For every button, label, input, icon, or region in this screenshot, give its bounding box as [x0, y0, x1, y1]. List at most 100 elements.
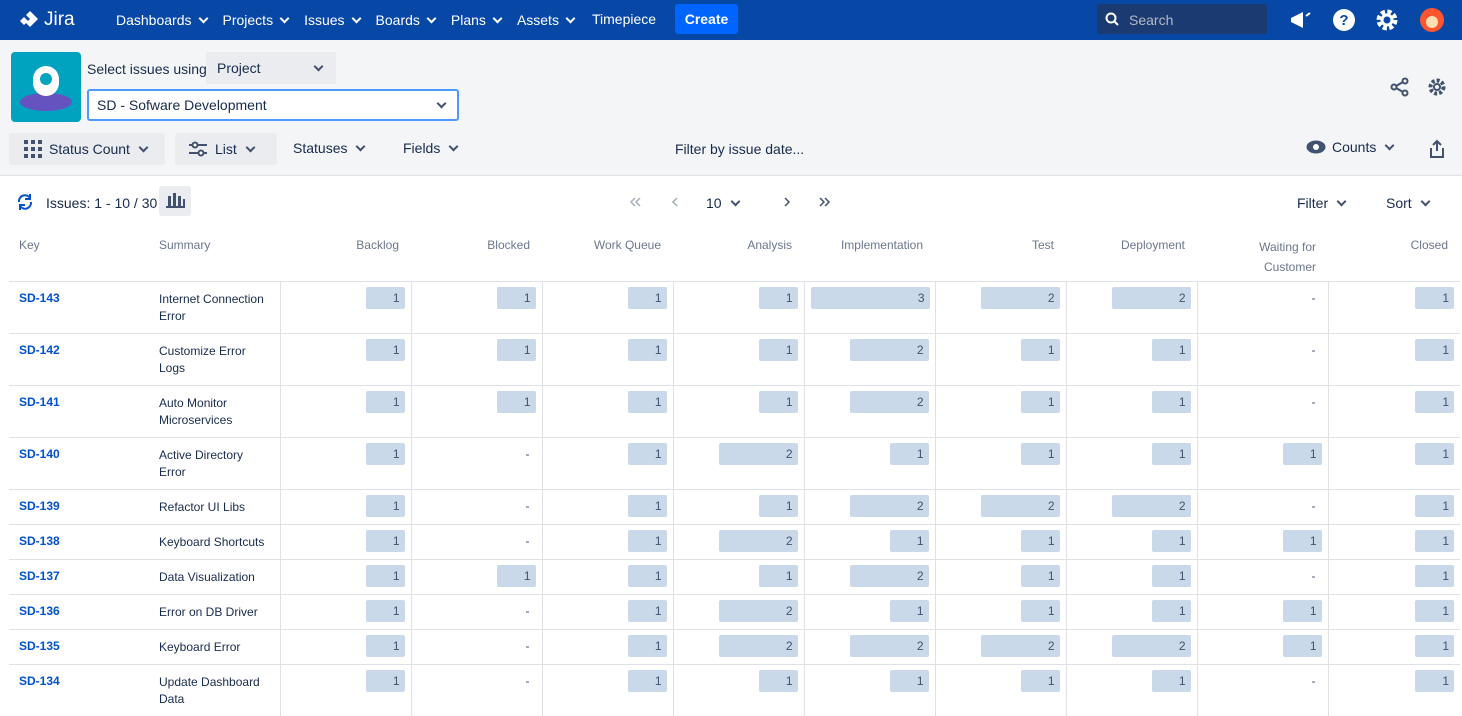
- count-label: 1: [1442, 568, 1449, 583]
- count-label: 3: [917, 290, 925, 305]
- issue-row: SD-142 Customize Error Logs 1 1 1 1 2 1 1 - 1: [9, 332, 1460, 385]
- count-label: 1: [1309, 603, 1317, 618]
- issue-key[interactable]: SD-138: [19, 533, 60, 548]
- date-filter[interactable]: Filter by issue date...: [675, 141, 805, 157]
- count-bar: 1: [365, 564, 405, 587]
- count-cell: -: [1196, 558, 1328, 594]
- issue-key[interactable]: SD-135: [19, 638, 60, 653]
- issue-key[interactable]: SD-137: [19, 568, 60, 583]
- count-cell: 1: [672, 663, 804, 716]
- empty-count: -: [525, 673, 530, 688]
- count-cell: 1: [803, 593, 935, 629]
- count-bar: 1: [365, 442, 405, 465]
- count-bar: 1: [496, 390, 536, 413]
- count-label: 1: [1442, 342, 1449, 357]
- menu-item[interactable]: Timepiece: [592, 11, 657, 27]
- count-label: 1: [1178, 446, 1186, 461]
- chart-toggle[interactable]: [159, 186, 191, 216]
- count-label: 1: [654, 673, 662, 688]
- summary-cell: Internet Connection Error: [149, 280, 280, 333]
- menu-item[interactable]: Projects: [223, 12, 289, 28]
- search-box[interactable]: Search: [1097, 4, 1267, 34]
- pager-arrows[interactable]: [630, 195, 835, 209]
- issue-key[interactable]: SD-140: [19, 446, 60, 461]
- column-header: Summary: [159, 238, 211, 252]
- key-cell: SD-136: [9, 593, 149, 629]
- config-icon[interactable]: [1427, 77, 1447, 97]
- list-button[interactable]: List: [175, 133, 277, 165]
- column-header: Deployment: [1120, 238, 1185, 252]
- count-cell: 1: [279, 436, 411, 489]
- avatar[interactable]: [1419, 7, 1445, 33]
- count-cell: -: [1196, 384, 1328, 437]
- notifications-icon[interactable]: [1288, 8, 1312, 32]
- count-bar: 1: [1020, 669, 1060, 692]
- issue-key[interactable]: SD-136: [19, 603, 60, 618]
- issue-key[interactable]: SD-139: [19, 498, 60, 513]
- menu-item[interactable]: Plans: [451, 12, 501, 28]
- menu-item[interactable]: Assets: [517, 12, 574, 28]
- count-label: 1: [1178, 603, 1186, 618]
- issue-key[interactable]: SD-143: [19, 290, 60, 305]
- count-bar: 1: [1415, 564, 1454, 587]
- status-count-button[interactable]: Status Count: [9, 133, 165, 165]
- create-button[interactable]: Create: [675, 4, 738, 34]
- count-label: 1: [1442, 603, 1449, 618]
- filter-button[interactable]: Filter: [1297, 195, 1345, 211]
- fields-button[interactable]: Fields: [403, 140, 457, 156]
- count-label: 1: [1309, 446, 1317, 461]
- count-label: 1: [523, 342, 531, 357]
- count-bar: 1: [1415, 390, 1454, 413]
- count-label: 1: [392, 533, 400, 548]
- count-label: 1: [392, 673, 400, 688]
- key-cell: SD-139: [9, 488, 149, 524]
- refresh-icon[interactable]: [16, 193, 34, 211]
- menu-item[interactable]: Dashboards: [116, 12, 207, 28]
- count-label: 1: [1442, 290, 1449, 305]
- issue-key[interactable]: SD-142: [19, 342, 60, 357]
- select-dropdown[interactable]: Project: [206, 52, 336, 84]
- count-label: 1: [916, 673, 924, 688]
- statuses-button[interactable]: Statuses: [293, 140, 364, 156]
- count-label: 1: [392, 498, 400, 513]
- issue-key[interactable]: SD-134: [19, 673, 60, 688]
- sort-button[interactable]: Sort: [1386, 195, 1429, 211]
- count-cell: 1: [1327, 384, 1460, 437]
- issue-key[interactable]: SD-141: [19, 394, 60, 409]
- count-cell: -: [1196, 280, 1328, 333]
- count-label: 1: [1309, 533, 1317, 548]
- count-label: 1: [523, 290, 531, 305]
- logo[interactable]: Jira: [44, 9, 75, 30]
- count-cell: 1: [279, 593, 411, 629]
- jira-icon: [20, 11, 38, 27]
- count-cell: -: [410, 436, 542, 489]
- column-header: Waiting for Customer: [1259, 240, 1316, 274]
- menu-item[interactable]: Issues: [304, 12, 359, 28]
- key-cell: SD-138: [9, 523, 149, 559]
- count-bar: 1: [1282, 442, 1322, 465]
- page-size[interactable]: 10: [706, 195, 739, 211]
- export-icon[interactable]: [1429, 139, 1445, 159]
- count-cell: 2: [672, 628, 804, 664]
- count-label: 1: [1442, 673, 1449, 688]
- count-label: 1: [1178, 568, 1186, 583]
- count-cell: 1: [934, 558, 1066, 594]
- counts-button[interactable]: Counts: [1306, 139, 1393, 155]
- count-cell: 1: [279, 558, 411, 594]
- count-cell: 1: [1327, 663, 1460, 716]
- help-icon[interactable]: ?: [1332, 8, 1356, 32]
- count-cell: 2: [1065, 280, 1197, 333]
- summary-cell: Refactor UI Libs: [149, 488, 280, 524]
- settings-icon[interactable]: [1375, 8, 1399, 32]
- count-cell: -: [410, 628, 542, 664]
- count-cell: 2: [803, 488, 935, 524]
- count-bar: 1: [1415, 286, 1454, 309]
- share-icon[interactable]: [1390, 77, 1410, 97]
- count-bar: 1: [627, 599, 667, 622]
- count-label: 2: [1047, 498, 1055, 513]
- project-select[interactable]: SD - Sofware Development: [87, 89, 459, 121]
- count-bar: 1: [627, 529, 667, 552]
- count-cell: 1: [410, 384, 542, 437]
- summary-cell: Update Dashboard Data: [149, 663, 280, 716]
- menu-item[interactable]: Boards: [376, 12, 435, 28]
